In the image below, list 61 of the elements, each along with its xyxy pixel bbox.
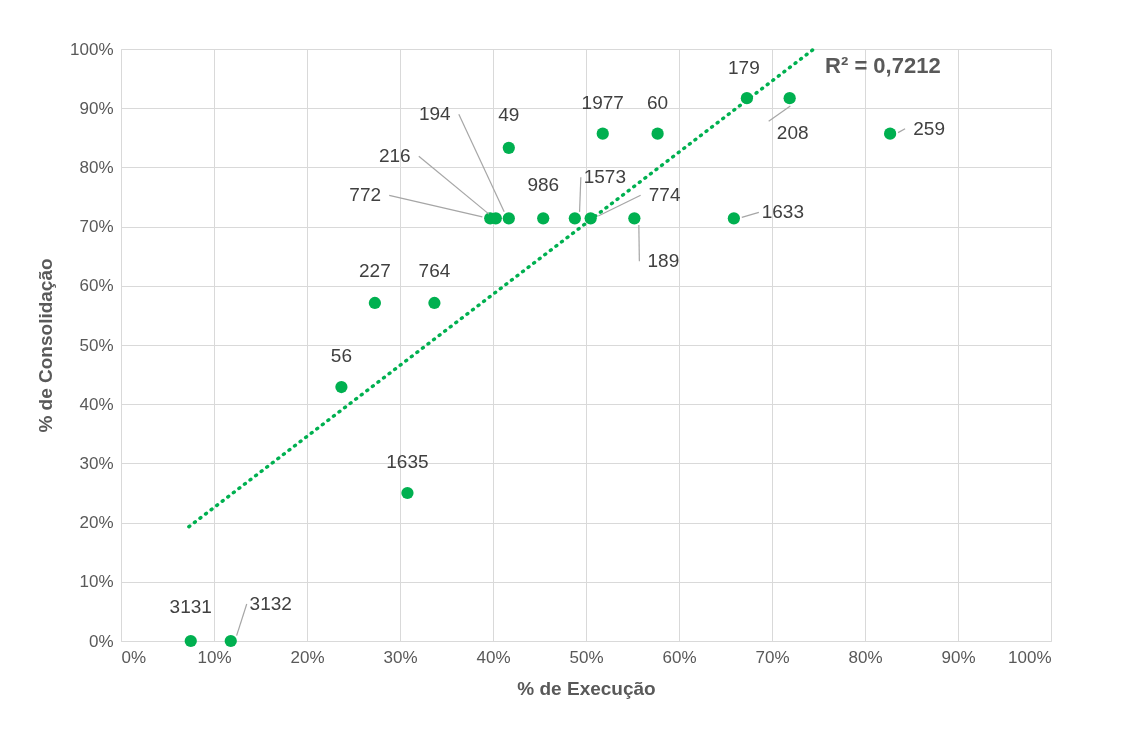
annotation: 208 (776, 122, 809, 144)
x-tick-label: 20% (290, 647, 325, 667)
point (428, 296, 441, 310)
x-tick-label: 0% (121, 647, 147, 667)
x-tick-label: 100% (1008, 647, 1052, 667)
y-tick-label: 50% (79, 335, 114, 355)
y-tick-label: 30% (79, 453, 114, 473)
point (651, 127, 664, 140)
x-tick-label: 80% (848, 647, 883, 667)
annotation: 3131 (169, 596, 212, 617)
y-tick-label: 100% (70, 39, 114, 59)
x-tick-label: 70% (755, 647, 790, 667)
y-tick-label: 20% (79, 513, 114, 533)
point (568, 212, 581, 225)
annotation: 56 (330, 345, 352, 367)
point (502, 141, 515, 154)
annotation: 227 (359, 259, 391, 281)
annotation: 194 (418, 103, 452, 125)
annotation: 259 (913, 117, 945, 139)
x-tick-label: 10% (197, 647, 232, 667)
x-tick-label: 60% (662, 647, 697, 667)
point (537, 212, 550, 225)
point (883, 127, 897, 140)
annotation: 179 (728, 57, 760, 79)
annotation: 216 (378, 145, 411, 167)
annotation: R² = 0,7212 (825, 53, 941, 78)
x-tick-label: 30% (383, 647, 418, 667)
point (224, 634, 237, 648)
y-tick-label: 40% (79, 394, 114, 414)
point (783, 92, 796, 105)
point (502, 212, 515, 225)
point (727, 212, 740, 225)
annotation: 49 (498, 103, 520, 125)
annotation: 60 (647, 91, 669, 113)
x-tick-label: 50% (569, 647, 604, 667)
point (401, 486, 414, 500)
x-axis-title: % de Execução (517, 677, 656, 699)
annotation: 774 (648, 184, 681, 206)
annotation: 772 (349, 184, 382, 206)
annotation: 986 (527, 174, 560, 196)
y-tick-label: 80% (79, 157, 114, 177)
annotation: 1573 (583, 166, 626, 188)
y-tick-label: 60% (79, 276, 114, 296)
point (335, 380, 348, 394)
annotation: 1977 (581, 91, 624, 113)
x-tick-label: 40% (476, 647, 511, 667)
x-tick-label: 90% (941, 647, 976, 667)
y-tick-label: 70% (79, 217, 114, 237)
annotation: 3132 (249, 593, 292, 614)
point (628, 212, 641, 225)
y-tick-label: 10% (79, 572, 114, 592)
y-tick-label: 90% (79, 98, 114, 118)
point (184, 634, 197, 648)
annotation: 1635 (386, 451, 429, 472)
annotation: 1633 (761, 201, 805, 223)
annotation: 764 (418, 259, 451, 281)
annotation: 189 (647, 250, 680, 272)
y-axis-title: % de Consolidação (35, 258, 57, 433)
y-tick-label: 0% (88, 631, 114, 651)
point (368, 296, 382, 310)
point (596, 127, 609, 140)
